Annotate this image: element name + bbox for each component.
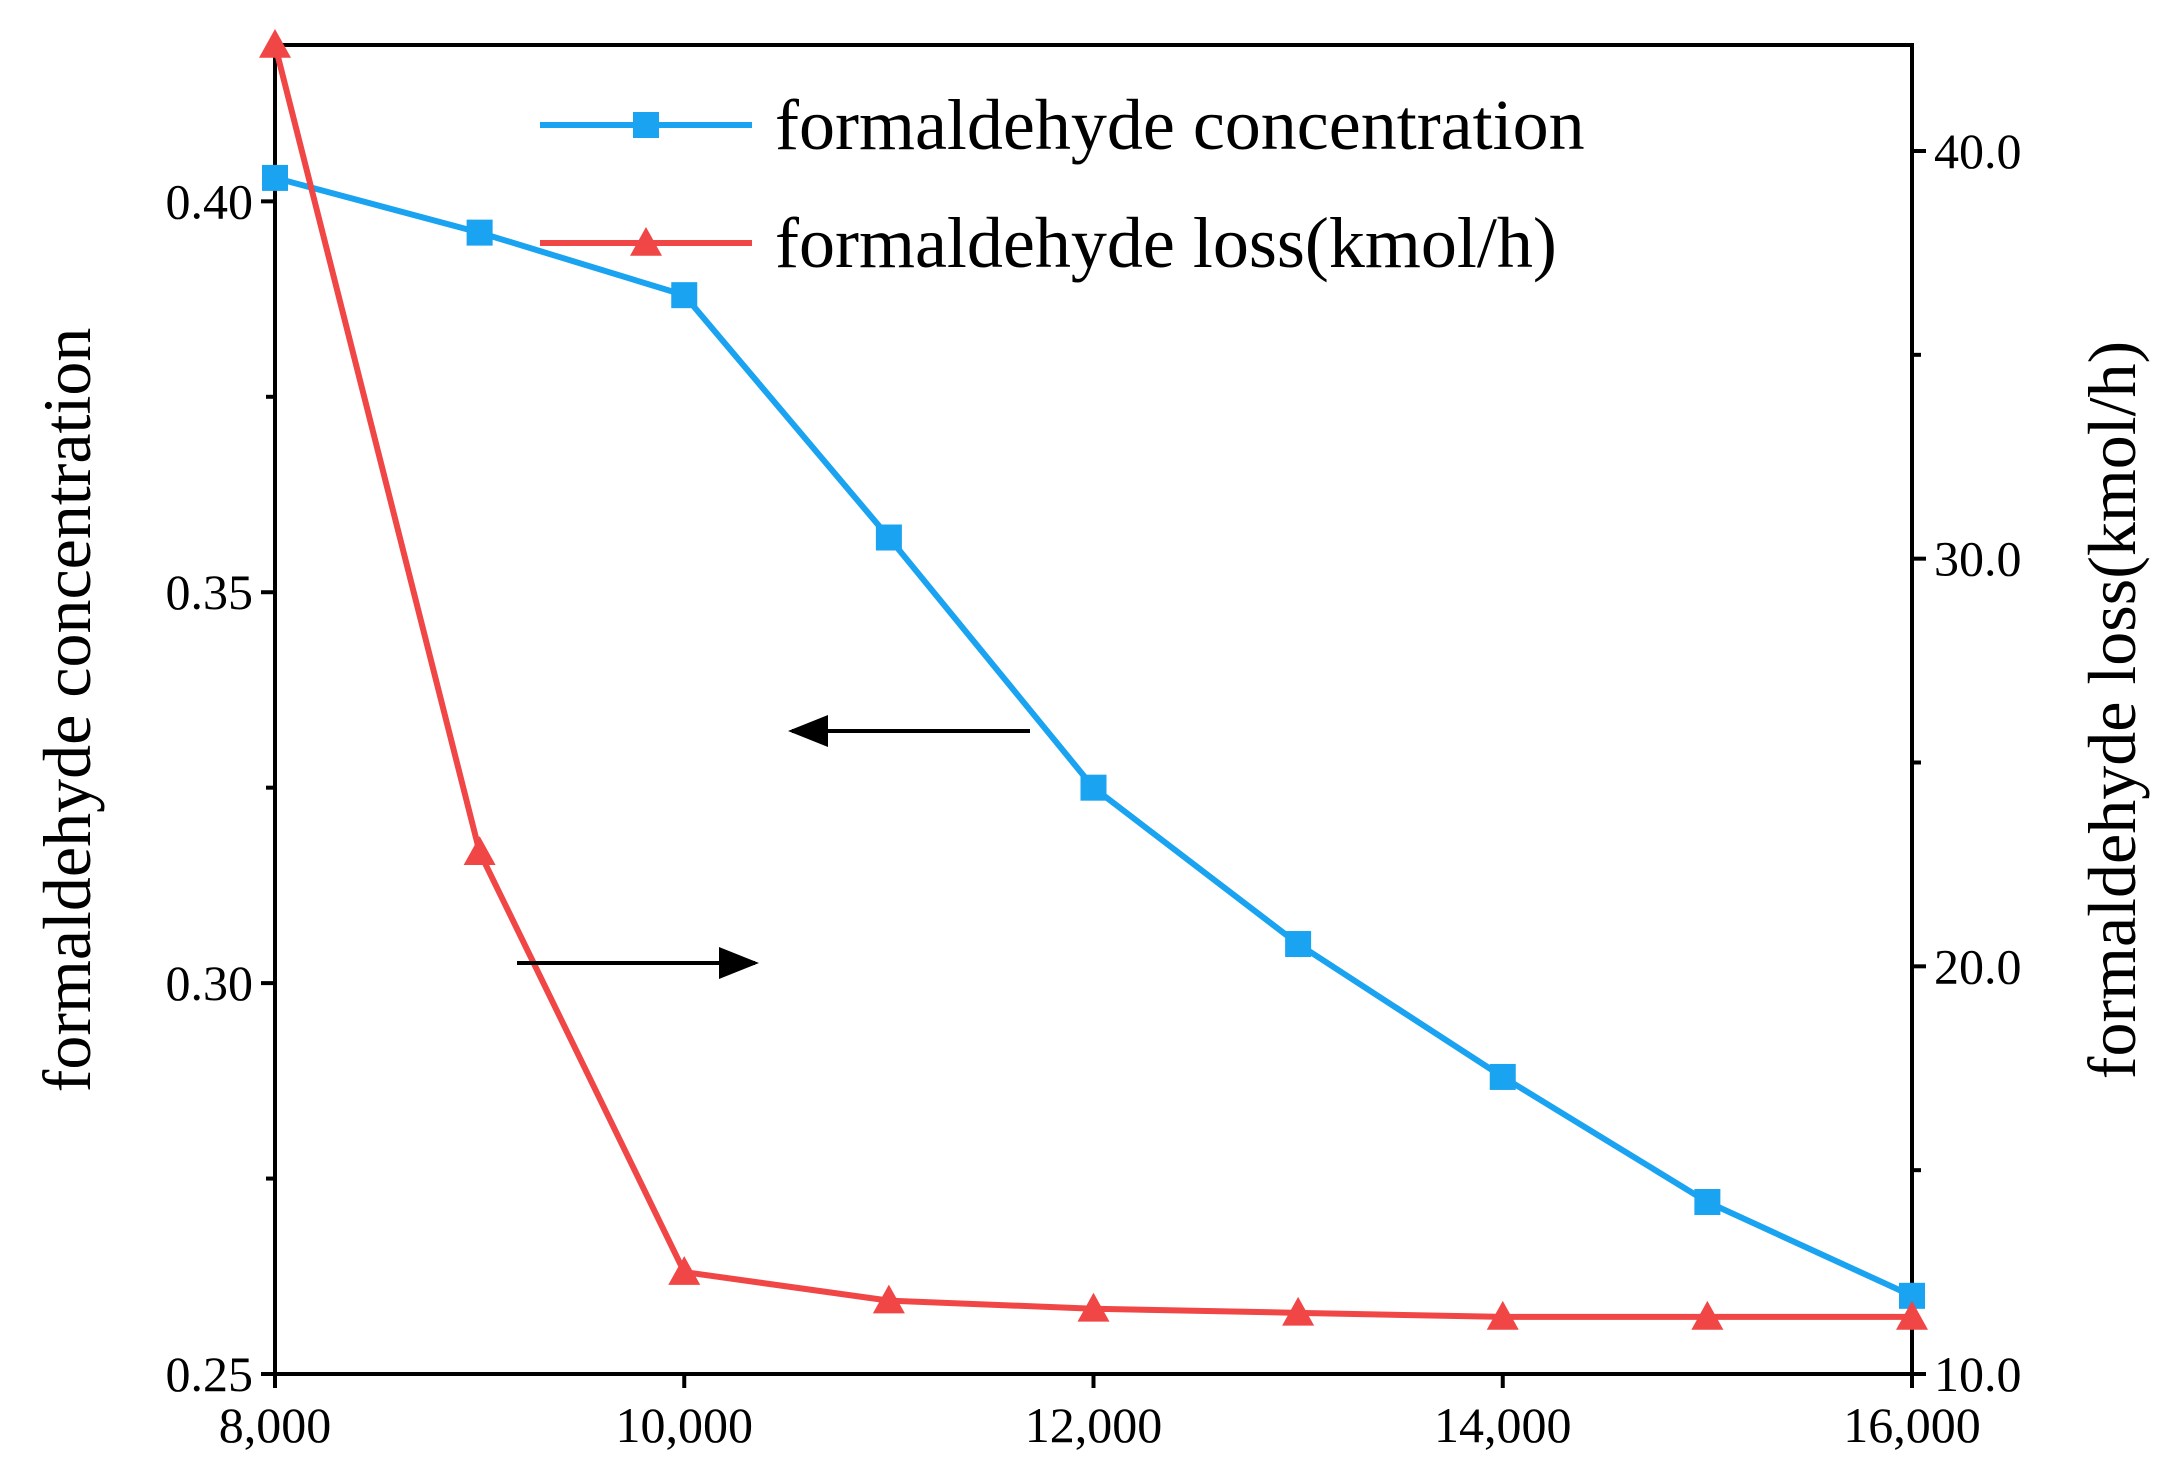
y2-tick-label: 40.0 xyxy=(1934,123,2022,179)
data-point xyxy=(1486,1300,1519,1330)
y2-tick-label: 30.0 xyxy=(1934,531,2022,587)
x-axis: 8,000 10,000 12,000 14,000 16,000 xyxy=(219,1374,1981,1453)
series-layer xyxy=(259,29,1928,1330)
left-axis-title: formaldehyde concentration xyxy=(29,328,105,1093)
legend-label: formaldehyde concentration xyxy=(775,85,1585,165)
y-tick-label: 0.40 xyxy=(166,173,254,229)
data-point xyxy=(1691,1300,1724,1330)
legend-entry: formaldehyde concentration xyxy=(540,85,1585,165)
annotation-arrows xyxy=(517,715,1030,979)
right-y-axis: 10.0 20.0 30.0 40.0 xyxy=(1912,123,2022,1402)
data-point xyxy=(1896,1300,1928,1330)
x-tick-label: 14,000 xyxy=(1434,1397,1572,1453)
data-point xyxy=(1694,1189,1721,1216)
series-line xyxy=(274,175,1914,1299)
legend-label: formaldehyde loss(kmol/h) xyxy=(775,203,1557,283)
data-point xyxy=(872,1284,905,1314)
y-tick-label: 0.30 xyxy=(166,955,254,1011)
data-point xyxy=(633,112,659,138)
legend: formaldehyde concentration formaldehyde l… xyxy=(540,85,1585,283)
x-tick-label: 10,000 xyxy=(616,1397,754,1453)
data-point xyxy=(1285,931,1312,958)
data-point xyxy=(1077,1292,1110,1322)
data-point xyxy=(668,1256,701,1285)
data-point xyxy=(466,219,493,246)
x-tick-label: 8,000 xyxy=(219,1397,332,1453)
y-tick-label: 0.25 xyxy=(166,1346,254,1402)
data-point xyxy=(463,836,496,865)
y-tick-label: 0.35 xyxy=(166,564,254,620)
x-tick-label: 16,000 xyxy=(1843,1397,1981,1453)
series-concentration xyxy=(262,164,1925,1309)
legend-entry: formaldehyde loss(kmol/h) xyxy=(540,203,1557,283)
y2-tick-label: 20.0 xyxy=(1934,938,2022,994)
data-point xyxy=(262,164,288,191)
left-y-axis: 0.25 0.30 0.35 0.40 xyxy=(166,173,275,1402)
data-point xyxy=(1080,774,1107,801)
x-tick-label: 12,000 xyxy=(1025,1397,1163,1453)
data-point xyxy=(671,282,698,309)
y2-tick-label: 10.0 xyxy=(1934,1346,2022,1402)
right-axis-title: formaldehyde loss(kmol/h) xyxy=(2074,341,2150,1079)
data-point xyxy=(259,29,291,58)
data-point xyxy=(1489,1063,1516,1090)
data-point xyxy=(1282,1296,1315,1326)
data-point xyxy=(630,227,662,256)
data-point xyxy=(875,524,902,551)
series-loss xyxy=(259,29,1928,1330)
